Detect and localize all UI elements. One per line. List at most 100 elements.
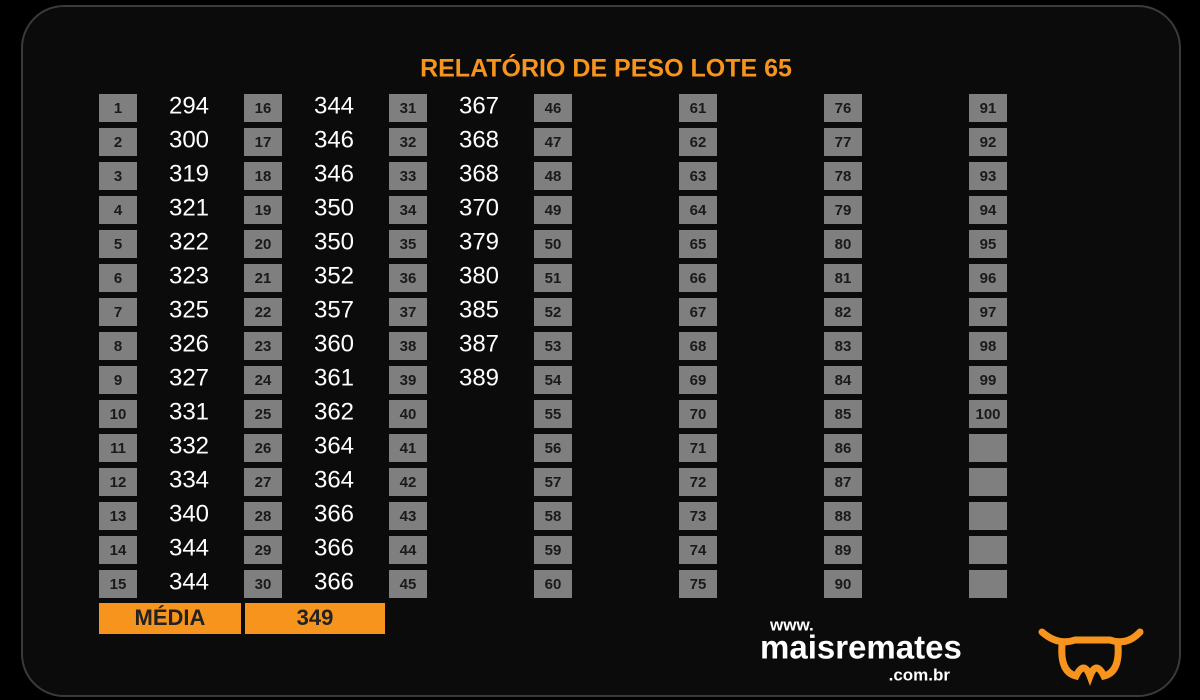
entry-number: 21 [255, 270, 272, 287]
number-box [244, 332, 282, 360]
number-box [99, 264, 137, 292]
entry-number: 39 [400, 372, 417, 389]
number-box [389, 196, 427, 224]
number-box [969, 298, 1007, 326]
entry-number: 46 [545, 100, 562, 117]
entry-weight: 368 [459, 126, 499, 153]
entry-number: 18 [255, 168, 272, 185]
entry-number: 53 [545, 338, 562, 355]
number-box [244, 196, 282, 224]
number-box [969, 264, 1007, 292]
logo-name: maisremates [760, 629, 962, 666]
entry-weight: 366 [314, 500, 354, 527]
number-box [99, 332, 137, 360]
number-box [679, 230, 717, 258]
number-box [679, 434, 717, 462]
number-box [534, 434, 572, 462]
number-box [534, 502, 572, 530]
entry-number: 6 [114, 270, 122, 287]
entry-number: 5 [114, 236, 122, 253]
entry-weight: 319 [169, 160, 209, 187]
number-box [824, 298, 862, 326]
entry-number: 13 [110, 508, 127, 525]
entry-number: 17 [255, 134, 272, 151]
number-box [99, 230, 137, 258]
entry-weight: 322 [169, 228, 209, 255]
entry-number: 26 [255, 440, 272, 457]
entry-number: 58 [545, 508, 562, 525]
number-box [389, 468, 427, 496]
entry-number: 24 [255, 372, 272, 389]
logo-icon [1038, 628, 1144, 686]
number-box [534, 264, 572, 292]
title: RELATÓRIO DE PESO LOTE 65 [420, 53, 792, 83]
entry-number: 48 [545, 168, 562, 185]
entry-number: 92 [980, 134, 997, 151]
entry-number: 90 [835, 576, 852, 593]
number-box [824, 264, 862, 292]
entry-number: 56 [545, 440, 562, 457]
number-box [824, 366, 862, 394]
entry-weight: 380 [459, 262, 499, 289]
entry-weight: 366 [314, 534, 354, 561]
entry-number: 7 [114, 304, 122, 321]
number-box [389, 128, 427, 156]
entry-number: 22 [255, 304, 272, 321]
entry-number: 68 [690, 338, 707, 355]
entry-number: 88 [835, 508, 852, 525]
number-box [824, 536, 862, 564]
number-box [389, 332, 427, 360]
entry-weight: 331 [169, 398, 209, 425]
average-label-box [99, 603, 241, 634]
entry-number: 41 [400, 440, 417, 457]
entry-weight: 350 [314, 228, 354, 255]
entry-number: 78 [835, 168, 852, 185]
number-box [99, 366, 137, 394]
number-box [534, 298, 572, 326]
entry-number: 30 [255, 576, 272, 593]
entry-number: 54 [545, 372, 562, 389]
empty-box [969, 570, 1007, 598]
empty-box [969, 468, 1007, 496]
entry-number: 55 [545, 406, 562, 423]
entry-weight: 300 [169, 126, 209, 153]
number-box [679, 94, 717, 122]
average-value-box [245, 603, 385, 634]
entry-weight: 344 [314, 92, 354, 119]
entry-number: 65 [690, 236, 707, 253]
entry-number: 64 [690, 202, 707, 219]
entry-weight: 361 [314, 364, 354, 391]
entry-weight: 385 [459, 296, 499, 323]
entry-number: 70 [690, 406, 707, 423]
number-box [99, 434, 137, 462]
entry-number: 12 [110, 474, 127, 491]
entry-number: 63 [690, 168, 707, 185]
entry-weight: 379 [459, 228, 499, 255]
entry-number: 50 [545, 236, 562, 253]
entry-number: 85 [835, 406, 852, 423]
number-box [534, 468, 572, 496]
number-box [389, 298, 427, 326]
number-box [99, 196, 137, 224]
entry-number: 37 [400, 304, 417, 321]
entry-weight: 323 [169, 262, 209, 289]
entry-number: 99 [980, 372, 997, 389]
entry-number: 98 [980, 338, 997, 355]
entry-number: 91 [980, 100, 997, 117]
logo-suffix: .com.br [889, 665, 951, 684]
number-box [534, 400, 572, 428]
entry-weight: 294 [169, 92, 209, 119]
number-box [244, 230, 282, 258]
entry-number: 15 [110, 576, 127, 593]
number-box [534, 366, 572, 394]
entry-number: 71 [690, 440, 707, 457]
number-box [99, 298, 137, 326]
entry-number: 82 [835, 304, 852, 321]
entry-number: 94 [980, 202, 997, 219]
entry-weight: 370 [459, 194, 499, 221]
number-box [99, 536, 137, 564]
number-box [99, 128, 137, 156]
number-box [244, 570, 282, 598]
number-box [534, 196, 572, 224]
